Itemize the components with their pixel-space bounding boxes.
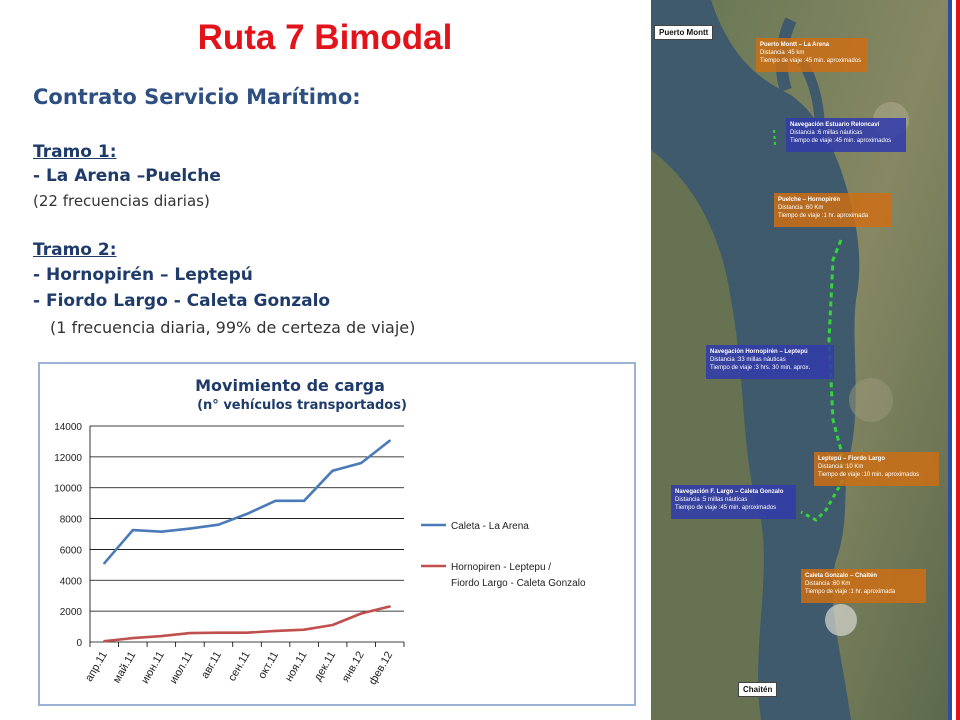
y-tick-label: 10000 [54,484,82,495]
legend-label-1a: Hornopiren - Leptepu / [451,562,551,573]
x-tick-label: апр.11 [83,650,110,684]
tramo2-route1: - Hornopirén – Leptepú [33,265,253,285]
map-label-puerto-montt: Puerto Montt [654,25,714,40]
data-point [217,631,220,634]
data-point [188,631,192,635]
data-point [331,469,334,472]
page-title: Ruta 7 Bimodal [197,18,453,57]
chart-grid: 0 2000 4000 6000 8000 10000 12000 14000 апр.11 ма… [54,422,405,687]
info-box-fiordo-largo-caleta-gonzalo: Navegación F. Largo – Caleta Gonzalo Dis… [671,485,796,519]
x-tick-label: июн.11 [139,650,167,686]
data-point [245,512,249,516]
map-label-chaiten: Chaitén [738,682,778,697]
data-point [388,439,391,442]
x-tick-label: окт.11 [256,650,281,681]
x-tick-label: авг.11 [199,650,224,681]
chart-legend: Caleta - La Arena Hornopiren - Leptepu / F… [421,521,586,589]
x-tick-label: дек.11 [312,650,338,684]
data-point [274,499,277,503]
x-tick-label: янв.12 [340,650,367,685]
legend-label-1b: Fiordo Largo - Caleta Gonzalo [451,578,586,589]
chart-svg: Movimiento de carga (n° vehículos transp… [54,376,586,687]
y-tick-label: 0 [76,638,82,649]
series-line-0 [103,439,391,565]
info-box-puerto-montt-la-arena: Puerto Montt – La Arena Distancia :45 km… [756,38,868,72]
data-point [103,640,106,643]
chart-series [103,439,391,643]
data-point [160,634,163,638]
tramo2-note: (1 frecuencia diaria, 99% de certeza de … [50,318,416,337]
y-tick-label: 2000 [60,607,83,618]
tramo2-route2: - Fiordo Largo - Caleta Gonzalo [33,291,331,311]
info-box-estuario-reloncavi: Navegación Estuario Reloncaví Distancia … [786,118,906,152]
y-tick-label: 6000 [60,545,83,556]
data-point [160,530,163,533]
info-box-leptepu-fiordo-largo: Leptepú – Fiordo Largo Distancia :10 Km … [814,452,939,486]
data-point [131,636,135,640]
x-tick-label: июл.11 [168,650,196,686]
data-point [103,562,106,565]
chart-title: Movimiento de carga [195,376,385,395]
route-map: Puerto Montt Chaitén Puerto Montt – La A… [651,0,948,720]
data-point [359,461,363,465]
data-point [217,523,220,526]
data-point [388,605,391,608]
data-point [359,612,363,615]
flag-stripe-blue [948,0,952,720]
data-point [302,628,306,631]
x-tick-label: май.11 [111,650,139,686]
data-point [245,631,249,634]
y-tick-label: 4000 [60,576,83,587]
cargo-chart: Movimiento de carga (n° vehículos transp… [38,362,636,706]
tramo1-note: (22 frecuencias diarias) [33,192,210,210]
chart-subtitle: (n° vehículos transportados) [197,398,407,413]
data-point [331,623,334,627]
info-box-puelche-hornopiren: Puelche – Hornopirén Distancia :60 Km Ti… [774,193,891,227]
info-box-caleta-gonzalo-chaiten: Caleta Gonzalo – Chaitén Distancia :60 K… [801,569,926,603]
y-tick-label: 8000 [60,515,83,526]
data-point [131,528,135,532]
data-point [302,499,306,503]
contract-subtitle: Contrato Servicio Marítimo: [33,85,361,109]
x-tick-label: фев.12 [367,650,396,687]
data-point [188,527,192,530]
y-tick-label: 12000 [54,453,82,464]
tramo1-heading: Tramo 1: [33,142,117,162]
flag-stripe-white [952,0,956,720]
series-line-1 [104,605,391,643]
x-tick-label: сен.11 [226,650,252,684]
x-tick-label: ноя.11 [283,650,310,684]
tramo2-heading: Tramo 2: [33,240,117,260]
tramo1-route: - La Arena –Puelche [33,166,221,186]
legend-label-0: Caleta - La Arena [451,521,529,532]
flag-stripe-red [956,0,960,720]
info-box-hornopiren-leptepu: Navegación Hornopirén – Leptepú Distanci… [706,345,834,379]
y-tick-label: 14000 [54,422,82,433]
data-point [274,629,277,633]
